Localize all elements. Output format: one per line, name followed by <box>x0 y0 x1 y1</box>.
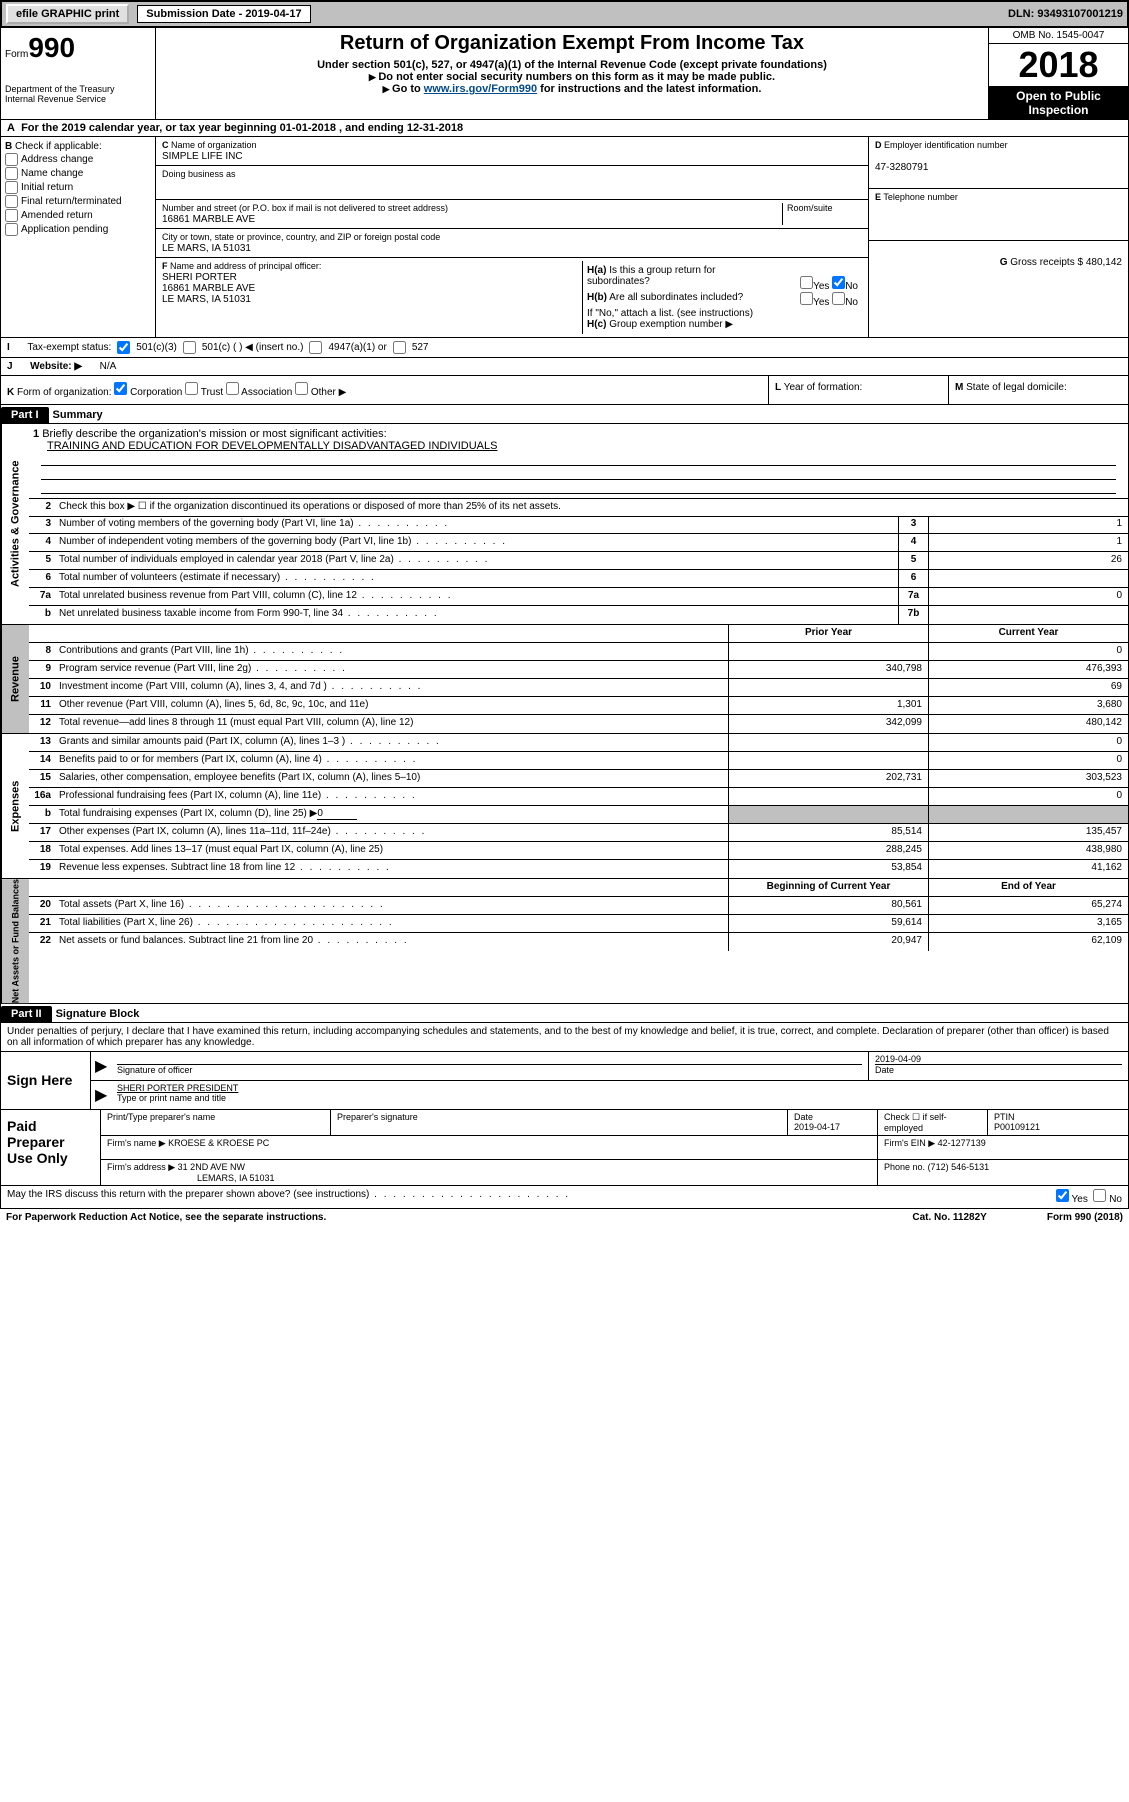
officer-addr1: 16861 MARBLE AVE <box>162 283 255 294</box>
summary-expenses: Expenses 13Grants and similar amounts pa… <box>0 734 1129 879</box>
ha-no[interactable] <box>832 276 845 289</box>
chk-name-change[interactable]: Name change <box>5 167 151 180</box>
part-ii-header: Part IISignature Block <box>0 1004 1129 1023</box>
chk-association[interactable] <box>226 382 239 395</box>
sign-here-block: Sign Here ▶ Signature of officer 2019-04… <box>0 1052 1129 1110</box>
officer-addr2: LE MARS, IA 51031 <box>162 294 251 305</box>
chk-initial-return[interactable]: Initial return <box>5 181 151 194</box>
row-j-website: J Website: ▶ N/A <box>0 358 1129 376</box>
sign-here-label: Sign Here <box>1 1052 91 1109</box>
firm-addr2: LEMARS, IA 51031 <box>107 1173 275 1183</box>
dept-treasury: Department of the Treasury <box>5 84 151 94</box>
tab-netassets: Net Assets or Fund Balances <box>1 879 29 1003</box>
chk-other[interactable] <box>295 382 308 395</box>
row-a-tax-year: A For the 2019 calendar year, or tax yea… <box>0 120 1129 137</box>
form-subtitle: Under section 501(c), 527, or 4947(a)(1)… <box>160 59 984 71</box>
form-title: Return of Organization Exempt From Incom… <box>160 32 984 55</box>
efile-print-button[interactable]: efile GRAPHIC print <box>6 4 129 24</box>
firm-ein: 42-1277139 <box>938 1138 986 1148</box>
ha-yes[interactable] <box>800 276 813 289</box>
discuss-no[interactable] <box>1093 1189 1106 1202</box>
h-note: If "No," attach a list. (see instruction… <box>587 308 858 319</box>
tax-year: 2018 <box>989 44 1128 86</box>
gross-receipts: 480,142 <box>1086 257 1122 268</box>
form-number: 990 <box>28 32 75 63</box>
row-i-tax-status: I Tax-exempt status: 501(c)(3) 501(c) ( … <box>0 338 1129 358</box>
chk-501c3[interactable] <box>117 341 130 354</box>
public-inspection: Open to PublicInspection <box>989 86 1128 119</box>
mission-text: TRAINING AND EDUCATION FOR DEVELOPMENTAL… <box>33 440 1124 452</box>
form-word: Form <box>5 49 28 60</box>
check-applicable-label: Check if applicable: <box>15 141 102 152</box>
officer-name: SHERI PORTER <box>162 272 237 283</box>
hb-yes[interactable] <box>800 292 813 305</box>
chk-corporation[interactable] <box>114 382 127 395</box>
org-name: SIMPLE LIFE INC <box>162 151 243 162</box>
summary-revenue: Revenue Prior YearCurrent Year 8Contribu… <box>0 625 1129 734</box>
chk-527[interactable] <box>393 341 406 354</box>
paid-preparer-block: Paid Preparer Use Only Print/Type prepar… <box>0 1110 1129 1186</box>
efile-topbar: efile GRAPHIC print Submission Date - 20… <box>0 0 1129 28</box>
arrow-icon: ▶ <box>91 1052 111 1080</box>
chk-501c[interactable] <box>183 341 196 354</box>
paid-preparer-label: Paid Preparer Use Only <box>1 1110 101 1185</box>
perjury-declaration: Under penalties of perjury, I declare th… <box>0 1023 1129 1052</box>
website-value: N/A <box>100 361 117 372</box>
instr-goto: Go to www.irs.gov/Form990 for instructio… <box>160 83 984 95</box>
ein: 47-3280791 <box>875 162 928 173</box>
discuss-row: May the IRS discuss this return with the… <box>0 1186 1129 1209</box>
org-address: 16861 MARBLE AVE <box>162 214 255 225</box>
form-header: Form990 Department of the Treasury Inter… <box>0 28 1129 120</box>
hb-no[interactable] <box>832 292 845 305</box>
chk-pending[interactable]: Application pending <box>5 223 151 236</box>
summary-netassets: Net Assets or Fund Balances Beginning of… <box>0 879 1129 1004</box>
officer-name-title: SHERI PORTER PRESIDENT <box>117 1083 238 1093</box>
chk-trust[interactable] <box>185 382 198 395</box>
org-city: LE MARS, IA 51031 <box>162 243 251 254</box>
ptin: P00109121 <box>994 1122 1040 1132</box>
arrow-icon: ▶ <box>91 1081 111 1109</box>
firm-name: KROESE & KROESE PC <box>168 1138 269 1148</box>
entity-info: B Check if applicable: Address change Na… <box>0 137 1129 338</box>
irs: Internal Revenue Service <box>5 94 151 104</box>
dln: DLN: 93493107001219 <box>1008 8 1123 20</box>
chk-address-change[interactable]: Address change <box>5 153 151 166</box>
chk-4947[interactable] <box>309 341 322 354</box>
instr-ssn: Do not enter social security numbers on … <box>160 71 984 83</box>
chk-final-return[interactable]: Final return/terminated <box>5 195 151 208</box>
row-k-form-org: K Form of organization: Corporation Trus… <box>0 376 1129 405</box>
tab-revenue: Revenue <box>1 625 29 733</box>
irs-link[interactable]: www.irs.gov/Form990 <box>424 83 537 95</box>
firm-phone: (712) 546-5131 <box>928 1162 990 1172</box>
dba-label: Doing business as <box>162 169 236 179</box>
prep-date: 2019-04-17 <box>794 1122 840 1132</box>
footer: For Paperwork Reduction Act Notice, see … <box>0 1209 1129 1226</box>
omb-number: OMB No. 1545-0047 <box>989 28 1128 44</box>
tab-expenses: Expenses <box>1 734 29 878</box>
tab-activities: Activities & Governance <box>1 424 29 624</box>
submission-date: Submission Date - 2019-04-17 <box>137 5 310 23</box>
summary-gov: Activities & Governance 1 Briefly descri… <box>0 424 1129 625</box>
sign-date: 2019-04-09 <box>875 1054 921 1064</box>
firm-addr1: 31 2ND AVE NW <box>178 1162 245 1172</box>
chk-amended[interactable]: Amended return <box>5 209 151 222</box>
discuss-yes[interactable] <box>1056 1189 1069 1202</box>
part-i-header: Part ISummary <box>0 405 1129 424</box>
